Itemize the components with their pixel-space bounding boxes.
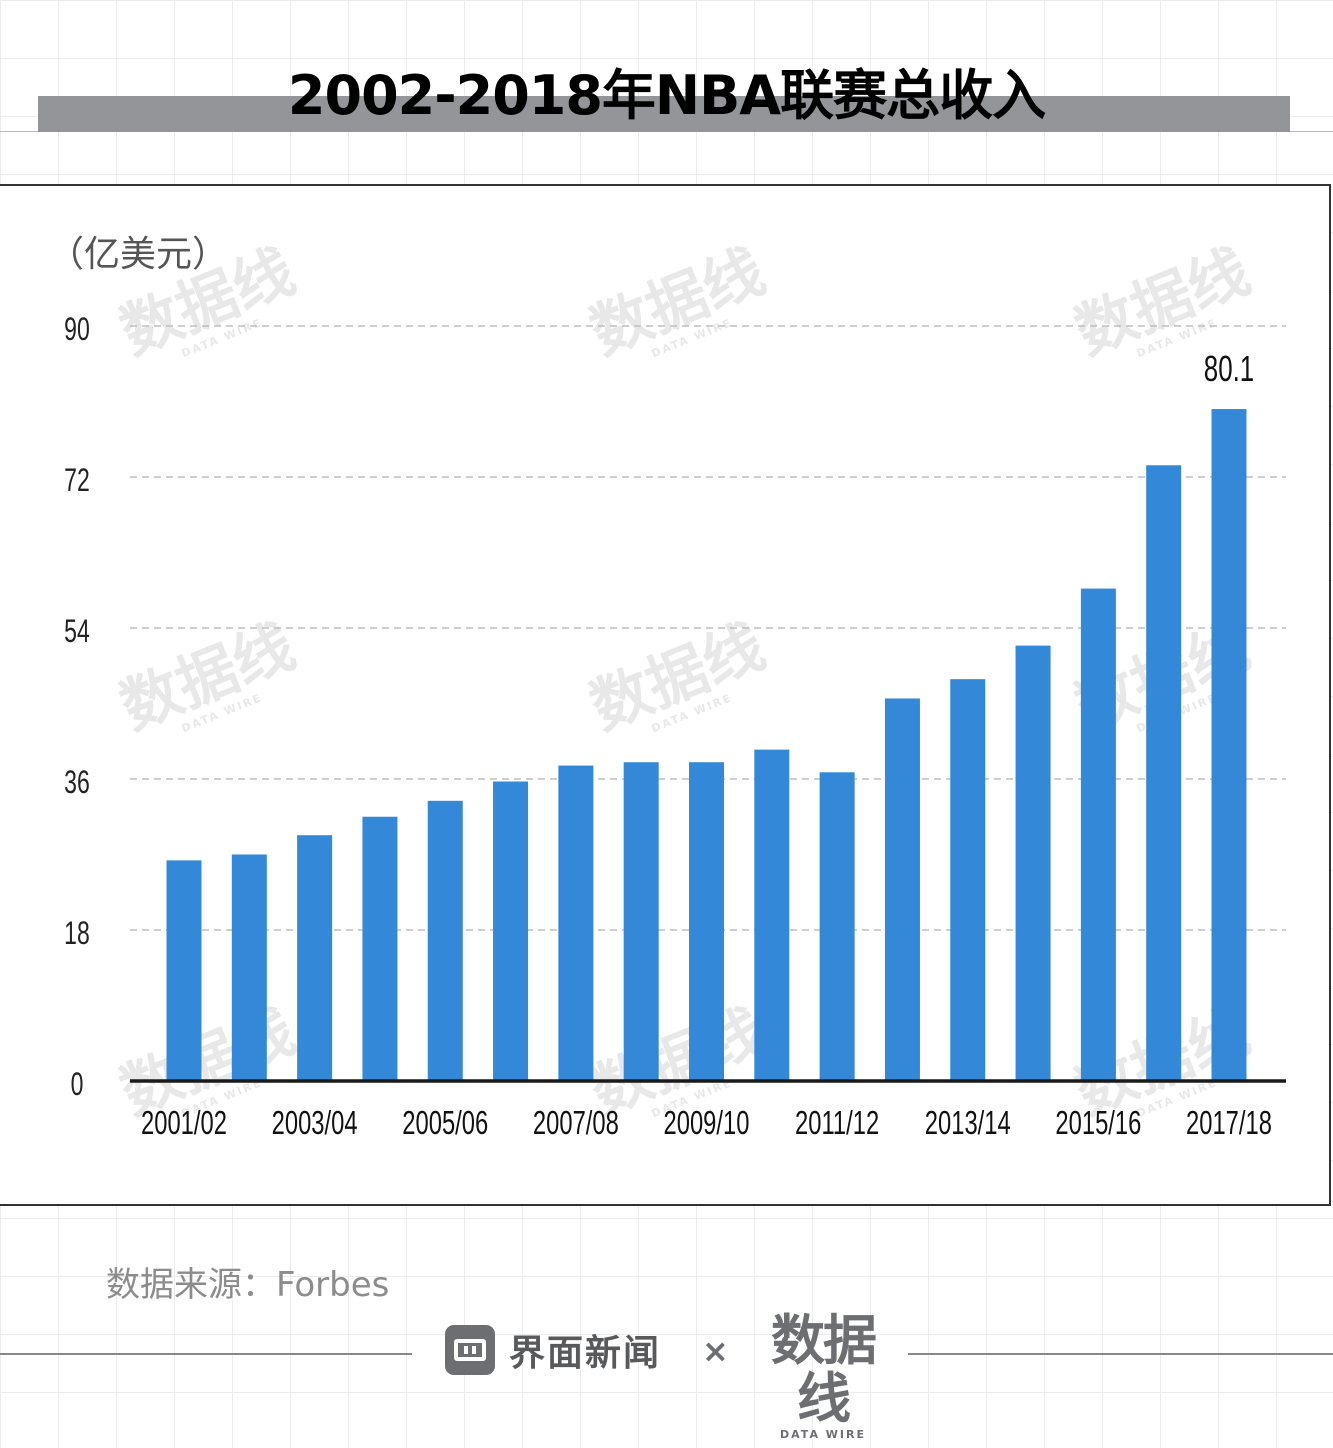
bar bbox=[950, 679, 986, 1081]
chart-title: 2002-2018年NBA联赛总收入 bbox=[287, 64, 1046, 127]
x-tick-label: 2011/12 bbox=[795, 1105, 879, 1142]
jiemian-logo-text: 界面新闻 bbox=[509, 1333, 662, 1374]
x-tick-label: 2005/06 bbox=[402, 1105, 488, 1142]
bar bbox=[754, 749, 790, 1081]
bar bbox=[884, 698, 920, 1081]
bar bbox=[493, 781, 529, 1081]
x-tick-label: 2007/08 bbox=[533, 1105, 619, 1142]
bar bbox=[558, 765, 594, 1081]
x-tick-label: 2017/18 bbox=[1186, 1105, 1272, 1142]
datawire-logo: 数据线 DATA WIRE bbox=[758, 1309, 888, 1442]
x-tick-label: 2013/14 bbox=[925, 1105, 1011, 1142]
y-tick-label: 72 bbox=[64, 462, 90, 498]
title-band bbox=[38, 96, 1290, 132]
bar bbox=[297, 835, 333, 1081]
bar bbox=[1015, 645, 1051, 1081]
y-tick-label: 90 bbox=[64, 311, 90, 347]
y-tick-label: 54 bbox=[64, 613, 90, 649]
bar bbox=[1080, 588, 1116, 1081]
bar bbox=[427, 800, 463, 1081]
y-tick-label: 18 bbox=[64, 915, 90, 951]
y-tick-label: 0 bbox=[71, 1066, 84, 1102]
bar bbox=[819, 772, 855, 1081]
bar bbox=[689, 762, 724, 1081]
x-tick-label: 2001/02 bbox=[141, 1105, 227, 1142]
bar bbox=[1211, 409, 1247, 1081]
footer-rule-right bbox=[908, 1353, 1333, 1355]
bar bbox=[166, 860, 202, 1081]
bar bbox=[362, 816, 398, 1081]
bar bbox=[623, 762, 659, 1081]
datawire-logo-subtext: DATA WIRE bbox=[780, 1428, 866, 1441]
bar bbox=[231, 854, 267, 1081]
jiemian-logo-icon bbox=[445, 1325, 495, 1375]
footer-rule-left bbox=[0, 1353, 412, 1355]
x-tick-label: 2003/04 bbox=[272, 1105, 358, 1142]
jiemian-logo: 界面新闻 bbox=[445, 1324, 661, 1376]
x-tick-label: 2015/16 bbox=[1055, 1105, 1141, 1142]
x-tick-label: 2009/10 bbox=[664, 1105, 750, 1142]
y-tick-label: 36 bbox=[64, 764, 90, 800]
data-source: 数据来源：Forbes bbox=[106, 1265, 390, 1305]
y-axis-unit-label: （亿美元） bbox=[48, 234, 229, 275]
datawire-logo-text: 数据线 bbox=[771, 1309, 877, 1430]
collab-separator: × bbox=[702, 1332, 729, 1370]
data-label: 80.1 bbox=[1204, 349, 1254, 389]
bar bbox=[1146, 465, 1182, 1081]
